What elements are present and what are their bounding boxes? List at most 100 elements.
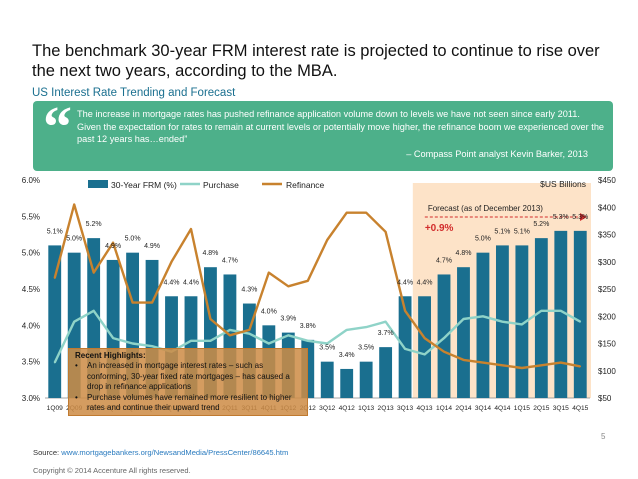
bar-data-label: 4.4% (164, 279, 180, 286)
bar-data-label: 4.4% (183, 279, 199, 286)
bar-data-label: 3.8% (300, 323, 316, 330)
legend-label-refinance: Refinance (286, 180, 325, 190)
y-right-tick-label: $250 (598, 285, 616, 294)
purchase-line-point (384, 320, 387, 323)
refinance-line-point (287, 285, 290, 288)
purchase-line-point (443, 337, 445, 339)
y-right-tick-label: $100 (598, 367, 616, 376)
x-tick-label: 4Q13 (416, 405, 432, 412)
x-tick-label: 2Q14 (455, 405, 471, 412)
bar-data-label: 4.9% (144, 243, 160, 250)
forecast-change-label: +0.9% (425, 223, 454, 234)
bar-frm (534, 238, 548, 398)
y-right-tick-label: $300 (598, 258, 616, 267)
forecast-label: Forecast (as of December 2013) (428, 204, 543, 213)
page-number: 5 (601, 432, 606, 441)
x-tick-label: 2Q13 (378, 405, 394, 412)
bar-frm (554, 230, 568, 398)
x-tick-label: 1Q09 (47, 405, 63, 412)
refinance-line-point (462, 359, 465, 361)
y-left-tick-label: 4.5% (22, 285, 40, 294)
bar-data-label: 5.2% (533, 221, 549, 228)
y-right-axis-label: $US Billions (540, 179, 586, 189)
refinance-line-point (92, 271, 95, 274)
x-tick-label: 1Q13 (358, 405, 374, 412)
purchase-line-point (306, 339, 309, 342)
bar-data-label: 5.0% (475, 236, 491, 243)
y-right-tick-label: $450 (598, 176, 616, 185)
bar-frm (515, 245, 529, 398)
legend-swatch-frm (88, 180, 108, 188)
bar-data-label: 5.1% (514, 228, 530, 235)
bar-data-label: 4.0% (261, 308, 277, 315)
y-right-tick-label: $400 (598, 203, 616, 212)
refinance-line-point (404, 310, 406, 312)
section-subtitle: US Interest Rate Trending and Forecast (32, 87, 236, 99)
page-headline: The benchmark 30-year FRM interest rate … (32, 42, 600, 80)
refinance-line-point (73, 203, 75, 206)
copyright: Copyright © 2014 Accenture All rights re… (33, 466, 191, 475)
refinance-line-point (112, 241, 114, 244)
refinance-line (53, 203, 581, 370)
bar-frm (48, 245, 62, 398)
legend-label-purchase: Purchase (203, 180, 239, 190)
quote-mark-icon: “ (43, 94, 72, 159)
bar-data-label: 5.1% (494, 228, 510, 235)
x-tick-label: 3Q13 (397, 405, 413, 412)
y-left-tick-label: 3.0% (22, 394, 40, 403)
purchase-line-point (131, 342, 134, 345)
bar-data-label: 5.2% (86, 221, 102, 228)
purchase-line-point (229, 329, 231, 331)
purchase-line-point (560, 310, 562, 312)
x-tick-label: 1Q15 (514, 405, 530, 412)
bar-frm (457, 267, 470, 398)
bar-data-label: 4.7% (436, 257, 452, 264)
bar-data-label: 4.7% (222, 257, 238, 264)
purchase-line-point (268, 342, 270, 345)
purchase-line-point (365, 326, 367, 328)
bar-data-label: 3.4% (339, 352, 355, 359)
refinance-line-point (521, 367, 523, 369)
purchase-line-point (521, 323, 523, 326)
y-left-tick-label: 6.0% (22, 176, 40, 185)
bar-data-label: 4.8% (202, 250, 218, 257)
y-right-tick-label: $150 (598, 340, 616, 349)
bar-data-label: 5.3% (553, 214, 569, 221)
refinance-line-point (345, 211, 348, 214)
purchase-line-point (248, 332, 251, 335)
refinance-line-point (248, 329, 251, 331)
bar-data-label: 3.9% (280, 316, 296, 323)
bar-frm (379, 347, 393, 398)
bar-frm (340, 368, 354, 398)
bar-data-label: 4.3% (241, 287, 257, 294)
purchase-line-point (209, 339, 212, 342)
refinance-line-point (306, 280, 309, 282)
refinance-line-point (560, 361, 562, 364)
refinance-line-point (579, 365, 582, 368)
source-label: Source: (33, 448, 62, 457)
purchase-line-point (462, 318, 465, 320)
refinance-line-point (268, 271, 270, 274)
highlights-list: An increased in mortgage interest rates … (75, 361, 303, 414)
bar-data-label: 4.9% (105, 243, 121, 250)
bar-frm (573, 230, 587, 398)
purchase-line-point (92, 310, 95, 312)
bar-data-label: 5.0% (125, 236, 141, 243)
bar-frm (418, 296, 431, 398)
source-link[interactable]: www.mortgagebankers.org/NewsandMedia/Pre… (61, 448, 289, 457)
purchase-line-point (287, 334, 290, 337)
purchase-line-point (579, 320, 582, 323)
highlights-box: Recent Highlights: An increased in mortg… (68, 348, 308, 416)
bar-frm (437, 274, 451, 398)
purchase-line (53, 309, 581, 364)
refinance-line-point (540, 364, 543, 367)
refinance-line-point (229, 334, 231, 337)
purchase-line-point (423, 353, 426, 356)
refinance-line-point (326, 239, 329, 241)
y-left-tick-label: 5.5% (22, 212, 40, 221)
bar-data-label: 5.1% (47, 228, 63, 235)
y-right-tick-label: $200 (598, 312, 616, 321)
refinance-line-point (131, 301, 134, 304)
refinance-line-point (190, 228, 192, 230)
